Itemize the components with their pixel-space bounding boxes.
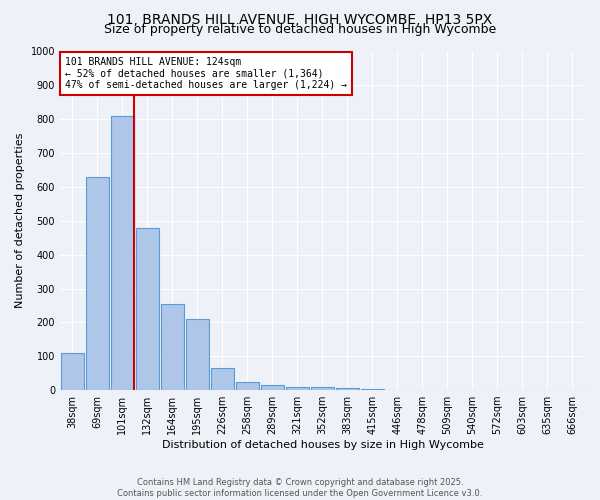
Text: 101 BRANDS HILL AVENUE: 124sqm
← 52% of detached houses are smaller (1,364)
47% : 101 BRANDS HILL AVENUE: 124sqm ← 52% of … <box>65 56 347 90</box>
Bar <box>136 228 158 390</box>
Bar <box>111 116 134 390</box>
Bar <box>311 386 334 390</box>
Text: 101, BRANDS HILL AVENUE, HIGH WYCOMBE, HP13 5PX: 101, BRANDS HILL AVENUE, HIGH WYCOMBE, H… <box>107 12 493 26</box>
X-axis label: Distribution of detached houses by size in High Wycombe: Distribution of detached houses by size … <box>161 440 484 450</box>
Bar <box>161 304 184 390</box>
Bar <box>336 388 359 390</box>
Bar <box>211 368 233 390</box>
Bar <box>286 386 309 390</box>
Bar <box>61 353 83 390</box>
Text: Contains HM Land Registry data © Crown copyright and database right 2025.
Contai: Contains HM Land Registry data © Crown c… <box>118 478 482 498</box>
Bar <box>261 385 284 390</box>
Bar <box>236 382 259 390</box>
Y-axis label: Number of detached properties: Number of detached properties <box>15 133 25 308</box>
Bar <box>186 319 209 390</box>
Text: Size of property relative to detached houses in High Wycombe: Size of property relative to detached ho… <box>104 22 496 36</box>
Bar <box>86 177 109 390</box>
